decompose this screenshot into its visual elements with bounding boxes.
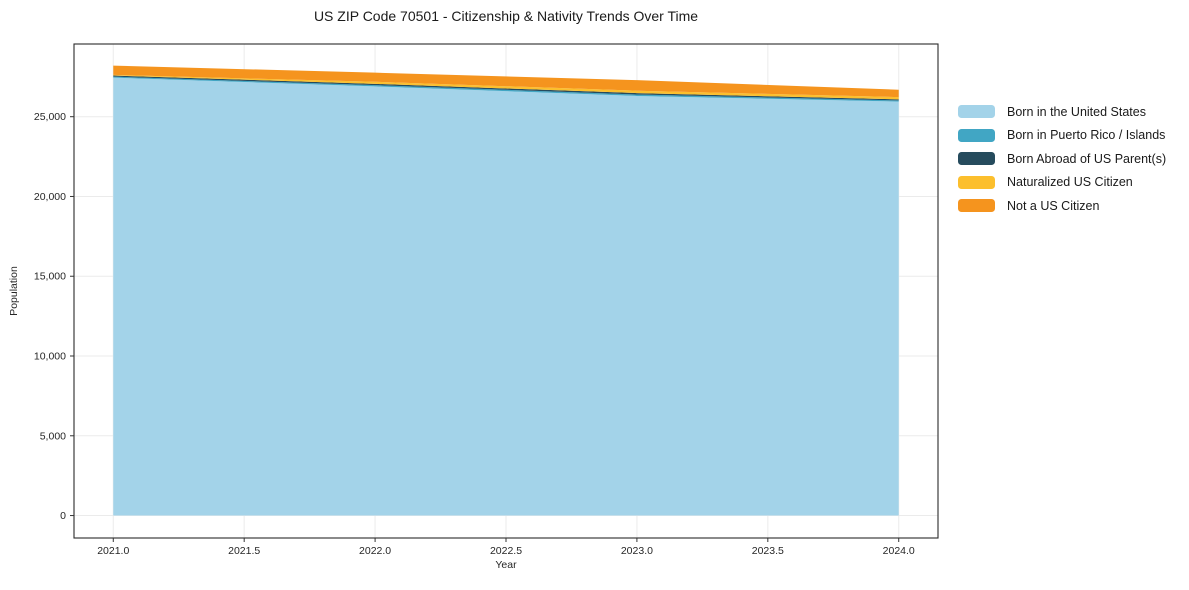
x-tick-label: 2024.0 xyxy=(883,545,915,557)
y-tick-label: 15,000 xyxy=(34,271,66,283)
chart-title: US ZIP Code 70501 - Citizenship & Nativi… xyxy=(313,8,699,24)
legend-swatch-icon xyxy=(958,105,995,118)
legend-swatch-icon xyxy=(958,199,995,212)
y-tick-label: 0 xyxy=(60,510,66,522)
y-tick-label: 20,000 xyxy=(34,191,66,203)
legend-swatch-icon xyxy=(958,175,995,189)
x-tick-label: 2021.0 xyxy=(97,545,129,557)
legend-item-3: Naturalized US Citizen xyxy=(958,175,1166,190)
legend-label: Born in Puerto Rico / Islands xyxy=(1007,128,1166,142)
area-born-abroad-of-us-parent-s- xyxy=(113,75,899,101)
legend-swatch-icon xyxy=(958,128,995,142)
legend-swatch-icon xyxy=(958,152,995,165)
x-axis-label: Year xyxy=(495,559,517,571)
x-tick-label: 2023.5 xyxy=(752,545,784,557)
legend-label: Born in the United States xyxy=(1007,104,1146,119)
legend-item-0: Born in the United States xyxy=(958,104,1166,119)
legend-item-2: Born Abroad of US Parent(s) xyxy=(958,151,1166,166)
x-tick-label: 2022.0 xyxy=(359,545,391,557)
area-born-in-the-united-states xyxy=(113,77,899,516)
x-tick-label: 2023.0 xyxy=(621,545,653,557)
legend: Born in the United States Born in Puerto … xyxy=(958,104,1166,213)
legend-label: Born Abroad of US Parent(s) xyxy=(1007,151,1167,166)
y-tick-label: 5,000 xyxy=(40,430,66,442)
area-not-a-us-citizen xyxy=(113,65,899,98)
legend-label: Naturalized US Citizen xyxy=(1007,175,1133,189)
x-tick-label: 2022.5 xyxy=(490,545,522,557)
x-tick-label: 2021.5 xyxy=(228,545,260,557)
area-born-in-puerto-rico-islands xyxy=(113,76,899,102)
y-tick-label: 10,000 xyxy=(34,351,66,363)
y-tick-label: 25,000 xyxy=(34,111,66,123)
legend-label: Not a US Citizen xyxy=(1007,198,1100,213)
legend-item-4: Not a US Citizen xyxy=(958,198,1166,213)
legend-item-1: Born in Puerto Rico / Islands xyxy=(958,128,1166,143)
y-axis-label: Population xyxy=(8,266,20,316)
area-naturalized-us-citizen xyxy=(113,74,899,100)
